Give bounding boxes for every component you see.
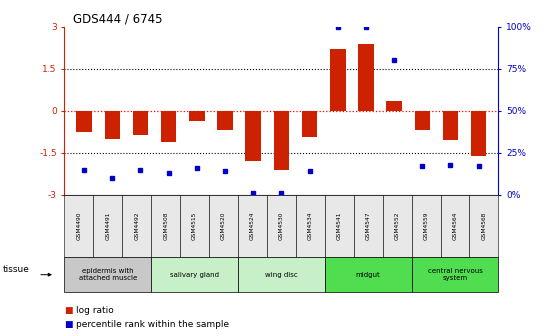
Bar [217, 111, 233, 130]
Text: GSM4559: GSM4559 [423, 212, 428, 240]
Text: wing disc: wing disc [265, 272, 298, 278]
Text: central nervous
system: central nervous system [428, 268, 482, 281]
Text: tissue: tissue [3, 265, 30, 274]
Bar [386, 101, 402, 111]
Bar [358, 44, 374, 111]
Text: ■: ■ [64, 320, 73, 329]
Text: GSM4547: GSM4547 [366, 212, 371, 240]
Text: GSM4491: GSM4491 [105, 212, 110, 240]
Text: GDS444 / 6745: GDS444 / 6745 [73, 13, 162, 26]
Text: salivary gland: salivary gland [170, 272, 219, 278]
Text: ■: ■ [64, 306, 73, 315]
Bar [330, 49, 346, 111]
Bar [245, 111, 261, 161]
Bar [76, 111, 92, 132]
Bar [161, 111, 176, 142]
Text: GSM4490: GSM4490 [76, 212, 81, 240]
Text: midgut: midgut [356, 272, 381, 278]
Bar [443, 111, 458, 140]
Bar [471, 111, 487, 156]
Bar [133, 111, 148, 135]
Text: GSM4492: GSM4492 [134, 212, 139, 240]
Text: GSM4541: GSM4541 [337, 212, 342, 240]
Bar [302, 111, 318, 137]
Text: GSM4552: GSM4552 [395, 212, 400, 240]
Text: GSM4515: GSM4515 [192, 212, 197, 240]
Text: GSM4524: GSM4524 [250, 212, 255, 240]
Text: GSM4564: GSM4564 [452, 212, 458, 240]
Text: log ratio: log ratio [76, 306, 113, 315]
Bar [274, 111, 289, 170]
Text: GSM4520: GSM4520 [221, 212, 226, 240]
Bar [414, 111, 430, 130]
Text: epidermis with
attached muscle: epidermis with attached muscle [78, 268, 137, 281]
Text: GSM4508: GSM4508 [163, 212, 168, 240]
Text: GSM4530: GSM4530 [279, 212, 284, 240]
Bar [105, 111, 120, 139]
Bar [189, 111, 204, 121]
Text: GSM4534: GSM4534 [308, 212, 313, 240]
Text: GSM4568: GSM4568 [482, 212, 487, 240]
Text: percentile rank within the sample: percentile rank within the sample [76, 320, 228, 329]
